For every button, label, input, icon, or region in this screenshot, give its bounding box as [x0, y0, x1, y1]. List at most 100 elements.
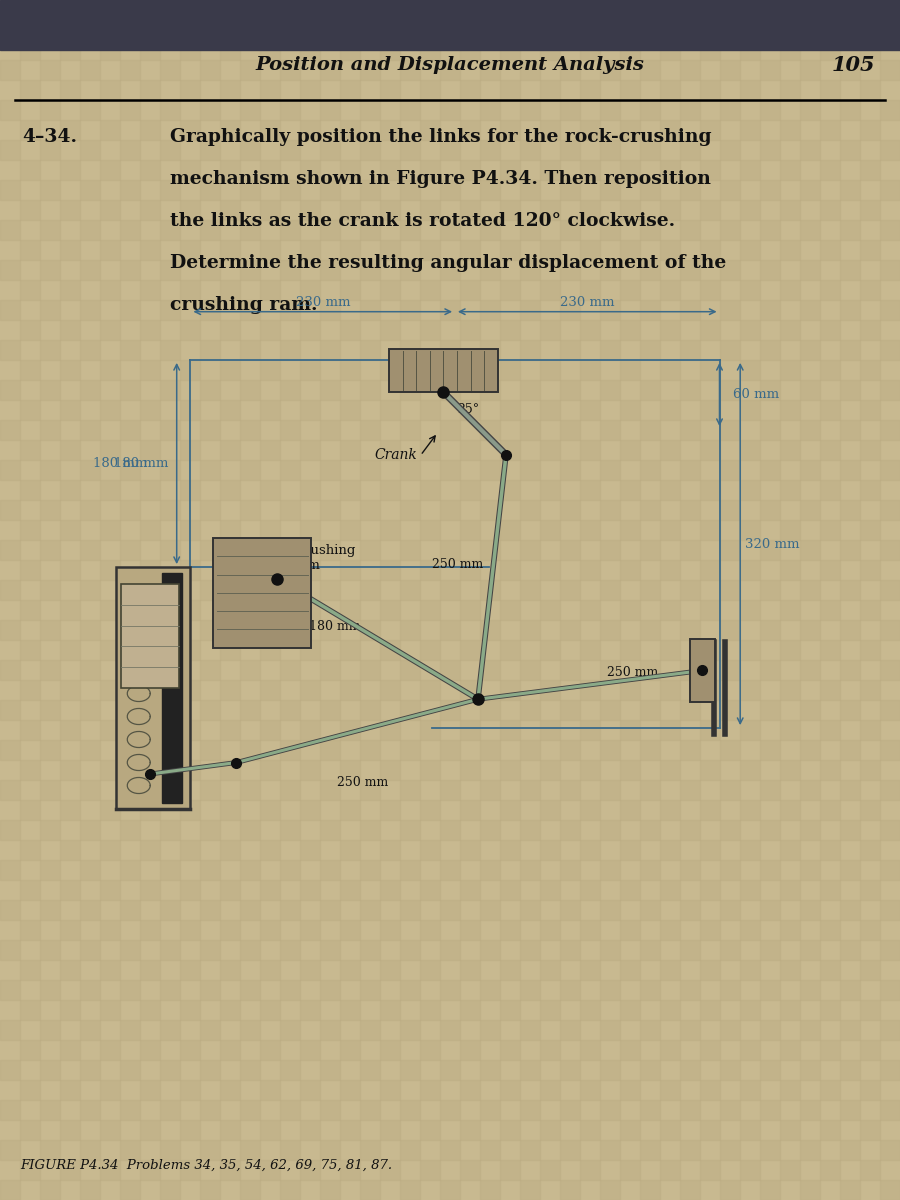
Bar — [560, 860, 580, 880]
Bar — [260, 880, 280, 900]
Bar — [400, 580, 420, 600]
Bar — [360, 1140, 380, 1160]
Bar — [280, 100, 300, 120]
Bar — [40, 860, 60, 880]
Bar — [200, 780, 220, 800]
Bar — [0, 860, 20, 880]
Bar — [100, 400, 120, 420]
Bar — [800, 1140, 820, 1160]
Bar — [480, 660, 500, 680]
Bar — [320, 620, 340, 640]
Bar — [520, 980, 540, 1000]
Bar — [120, 460, 140, 480]
Bar — [0, 340, 20, 360]
Bar — [820, 1120, 840, 1140]
Bar — [600, 60, 620, 80]
Bar — [700, 560, 720, 580]
Bar — [660, 960, 680, 980]
Bar — [260, 520, 280, 540]
Bar — [540, 200, 560, 220]
Bar — [480, 60, 500, 80]
Bar — [300, 1080, 320, 1100]
Bar — [420, 760, 440, 780]
Bar — [100, 1080, 120, 1100]
Bar — [340, 1160, 360, 1180]
Bar — [840, 60, 860, 80]
Bar — [500, 80, 520, 100]
Bar — [840, 220, 860, 240]
Bar — [640, 140, 660, 160]
Bar — [500, 640, 520, 660]
Bar — [560, 500, 580, 520]
Bar — [520, 900, 540, 920]
Bar — [820, 520, 840, 540]
Bar — [500, 1040, 520, 1060]
Bar — [60, 320, 80, 340]
Bar — [260, 360, 280, 380]
Bar — [660, 760, 680, 780]
Bar — [20, 360, 40, 380]
Bar — [320, 660, 340, 680]
Bar — [240, 620, 260, 640]
Bar — [420, 720, 440, 740]
Bar — [580, 1000, 600, 1020]
Bar — [420, 1000, 440, 1020]
Bar — [840, 1020, 860, 1040]
Bar — [220, 520, 240, 540]
Bar — [220, 0, 240, 20]
Bar — [540, 680, 560, 700]
Bar — [660, 360, 680, 380]
Bar — [220, 360, 240, 380]
Bar — [740, 560, 760, 580]
Bar — [160, 580, 180, 600]
Bar — [60, 760, 80, 780]
Bar — [480, 780, 500, 800]
Bar — [480, 540, 500, 560]
Bar — [740, 960, 760, 980]
Bar — [140, 480, 160, 500]
Bar — [540, 800, 560, 820]
Bar — [480, 900, 500, 920]
Bar — [160, 340, 180, 360]
Bar — [420, 200, 440, 220]
Text: Determine the resulting angular displacement of the: Determine the resulting angular displace… — [170, 254, 726, 272]
Bar — [280, 500, 300, 520]
Bar — [40, 140, 60, 160]
Bar — [60, 920, 80, 940]
Bar — [280, 1060, 300, 1080]
Bar — [0, 0, 900, 50]
Bar — [660, 640, 680, 660]
Bar — [700, 1000, 720, 1020]
Bar — [600, 1100, 620, 1120]
Bar — [220, 40, 240, 60]
Bar — [700, 600, 720, 620]
Bar — [700, 320, 720, 340]
Bar — [880, 100, 900, 120]
Bar — [260, 1120, 280, 1140]
Bar — [100, 800, 120, 820]
Bar — [160, 660, 180, 680]
Bar — [122, 584, 179, 688]
Bar — [80, 780, 100, 800]
Bar — [460, 720, 480, 740]
Bar — [400, 620, 420, 640]
Bar — [40, 740, 60, 760]
Bar — [700, 40, 720, 60]
Bar — [240, 740, 260, 760]
Bar — [200, 180, 220, 200]
Bar — [840, 100, 860, 120]
Bar — [120, 540, 140, 560]
Bar — [500, 440, 520, 460]
Bar — [540, 440, 560, 460]
Bar — [140, 800, 160, 820]
Bar — [20, 120, 40, 140]
Bar — [840, 460, 860, 480]
Bar — [300, 360, 320, 380]
Bar — [100, 1120, 120, 1140]
Bar — [720, 60, 740, 80]
Bar — [820, 840, 840, 860]
Text: 230 mm: 230 mm — [560, 295, 615, 308]
Bar — [820, 360, 840, 380]
Bar — [520, 460, 540, 480]
Bar — [480, 300, 500, 320]
